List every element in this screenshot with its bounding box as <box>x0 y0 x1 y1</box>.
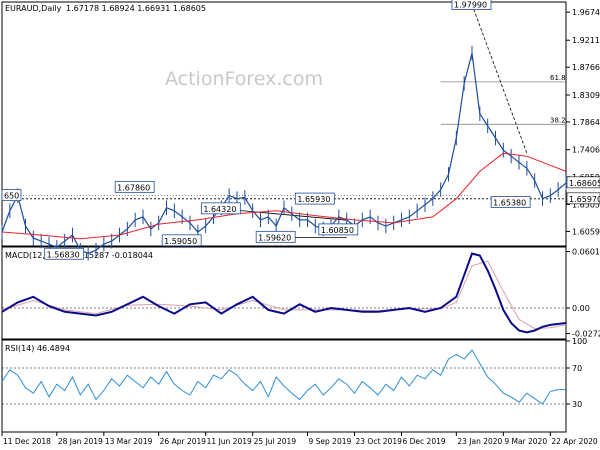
annotation-label: 1.67860 <box>117 183 150 192</box>
axis-price-tag-label: 1.68605 <box>569 179 600 188</box>
x-tick-label: 23 Oct 2019 <box>356 437 403 446</box>
annotation-label: 650 <box>4 192 19 201</box>
price-y-tick-label: 1.78640 <box>572 118 600 127</box>
annotation-box <box>318 223 359 236</box>
annotation-box <box>161 234 202 247</box>
x-tick-label: 28 Jan 2019 <box>58 437 103 446</box>
axis-price-tag <box>566 176 600 189</box>
macd-y-tick-label: -0.02725 <box>572 330 600 339</box>
price-y-tick-label: 1.60595 <box>572 227 600 236</box>
annotation-box <box>200 202 241 215</box>
price-y-tick-label: 1.96740 <box>572 8 600 17</box>
price-y-tick-label: 1.65050 <box>572 200 600 209</box>
price-panel: 1.96740 1.92115 1.87665 1.83090 1.78640 1.740… <box>1 0 600 261</box>
axis-price-tag <box>566 192 600 205</box>
chart-ohlc: 1.67178 1.68924 1.66931 1.68605 <box>66 4 206 13</box>
x-tick-label: 25 Jul 2019 <box>254 437 297 446</box>
macd-y-tick-label: 0.00 <box>572 304 590 313</box>
x-tick-label: 22 Apr 2020 <box>551 437 598 446</box>
price-y-tick-label: 1.92115 <box>572 36 600 45</box>
annotation-label: 1.59620 <box>258 233 291 242</box>
annotation-label: 1.60850 <box>321 226 354 235</box>
rsi-title: RSI(14) 46.4894 <box>5 344 70 353</box>
macd-signal-line <box>1 260 567 330</box>
x-tick-label: 9 Mar 2020 <box>504 437 547 446</box>
falling-trendline <box>471 4 528 154</box>
x-tick-label: 6 Dec 2019 <box>403 437 446 446</box>
annotation-label: 1.64320 <box>203 205 236 214</box>
fib-level-label: 38.2 <box>550 116 566 124</box>
macd-y-tick-label: 0.060165 <box>572 248 600 257</box>
x-tick-label: 11 Jun 2019 <box>207 437 252 446</box>
annotation-box <box>294 192 335 205</box>
fib-level-label: 61.8 <box>550 74 566 82</box>
price-y-tick-label: 1.83090 <box>572 91 600 100</box>
annotation-label: 1.97990 <box>454 1 487 10</box>
annotation-label: 1.56830 <box>47 250 80 259</box>
price-y-tick-label: 1.87665 <box>572 63 600 72</box>
axis-price-tag-label: 1.65970 <box>569 195 600 204</box>
rsi-y-tick-label: 100 <box>572 337 587 346</box>
rsi-panel-frame <box>1 339 567 433</box>
rsi-y-tick-label: 30 <box>572 400 582 409</box>
price-y-tick-label: 1.74065 <box>572 146 600 155</box>
macd-line <box>1 252 567 334</box>
annotation-box <box>451 0 492 10</box>
macd-panel-frame <box>1 246 567 340</box>
x-axis: 11 Dec 2018 28 Jan 2019 13 Mar 2019 26 Apr … <box>1 432 598 446</box>
macd-panel: 0.060165 0.00 -0.02725 <box>1 248 600 339</box>
annotation-box <box>1 189 22 202</box>
sma-line <box>1 152 567 240</box>
rsi-y-tick-label: 70 <box>572 364 582 373</box>
rsi-panel: 100 70 30 <box>1 337 587 409</box>
chart-symbol: EURAUD,Daily <box>5 4 62 13</box>
annotation-box <box>490 196 531 208</box>
annotation-box <box>114 180 155 193</box>
rsi-line <box>1 349 566 405</box>
x-tick-label: 23 Jan 2020 <box>457 437 502 446</box>
annotation-label: 1.59050 <box>164 237 197 246</box>
x-tick-label: 26 Apr 2019 <box>160 437 207 446</box>
annotation-label: 1.65380 <box>493 198 526 207</box>
x-tick-label: 9 Sep 2019 <box>309 437 352 446</box>
watermark: ActionForex.com <box>165 68 323 90</box>
x-tick-label: 11 Dec 2018 <box>3 437 51 446</box>
annotation-box <box>44 247 85 260</box>
annotation-box <box>255 230 296 243</box>
x-tick-label: 13 Mar 2019 <box>105 437 153 446</box>
annotation-label: 1.65930 <box>297 195 330 204</box>
